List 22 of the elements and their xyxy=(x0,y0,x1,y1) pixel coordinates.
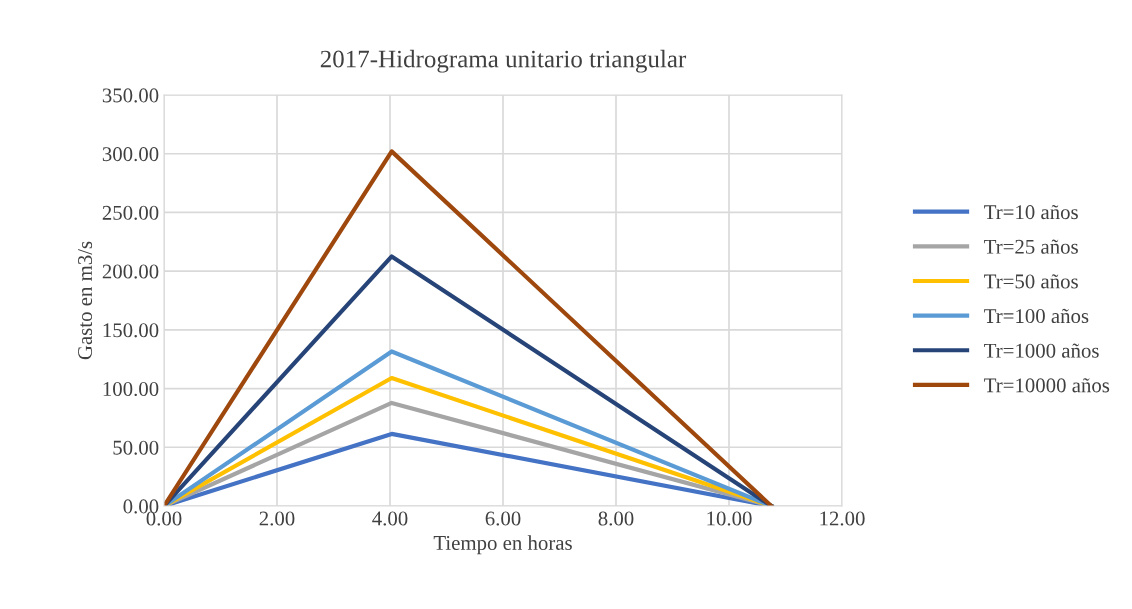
y-tick-label: 200.00 xyxy=(102,264,159,279)
y-tick-label: 250.00 xyxy=(102,205,159,220)
y-tick-label: 100.00 xyxy=(103,381,159,397)
x-tick-label: 4.00 xyxy=(372,511,408,526)
legend-label: Tr=100 años xyxy=(984,308,1089,324)
legend-label: Tr=50 años xyxy=(984,274,1078,289)
y-tick-label: 150.00 xyxy=(103,323,159,338)
x-tick-label: 2.00 xyxy=(259,511,295,526)
legend-label: Tr=10000 años xyxy=(984,378,1110,393)
y-tick-label: 300.00 xyxy=(102,147,159,162)
y-axis-title: Gasto en m3/s xyxy=(78,241,93,360)
x-tick-label: 10.00 xyxy=(707,511,752,526)
y-tick-label: 50.00 xyxy=(113,440,159,455)
legend-label: Tr=1000 años xyxy=(984,343,1099,358)
x-axis-title: Tiempo en horas xyxy=(433,535,572,555)
x-tick-label: 12.00 xyxy=(820,511,865,526)
legend-label: Tr=25 años xyxy=(984,239,1078,254)
y-tick-label: 350.00 xyxy=(102,88,159,103)
x-tick-label: 8.00 xyxy=(598,511,634,526)
chart-title: 2017-Hidrograma unitario triangular xyxy=(320,49,687,73)
legend-label: Tr=10 años xyxy=(984,204,1078,220)
x-tick-label: 6.00 xyxy=(485,511,521,526)
